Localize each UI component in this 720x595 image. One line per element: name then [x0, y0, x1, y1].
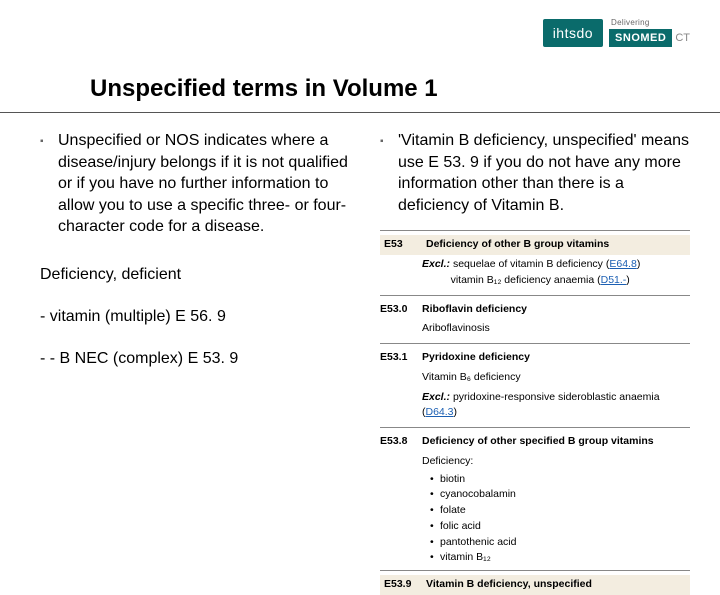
list-item: biotin	[430, 472, 690, 488]
code-e530: E53.0 Riboflavin deficiency	[380, 300, 690, 320]
left-bullet: ▪ Unspecified or NOS indicates where a d…	[40, 130, 360, 238]
snomed-logo: Delivering SNOMED CT	[609, 18, 690, 47]
code-label: E53.1	[380, 350, 422, 366]
delivering-label: Delivering	[611, 18, 650, 27]
title-underline	[0, 112, 720, 113]
bullet-icon: ▪	[40, 130, 58, 238]
content-columns: ▪ Unspecified or NOS indicates where a d…	[40, 130, 690, 595]
list-item: folate	[430, 503, 690, 519]
list-item: folic acid	[430, 519, 690, 535]
list-item: vitamin B₁₂	[430, 550, 690, 566]
ct-label: CT	[675, 32, 690, 44]
excl-link: D64.3	[426, 406, 454, 418]
code-e538: E53.8 Deficiency of other specified B gr…	[380, 432, 690, 452]
deficiency-label-row: Deficiency:	[380, 452, 690, 472]
code-label: E53.8	[380, 434, 422, 450]
right-column: ▪ 'Vitamin B deficiency, unspecified' me…	[380, 130, 690, 595]
page-title: Unspecified terms in Volume 1	[90, 75, 438, 103]
code-label: E53	[384, 237, 426, 253]
deficiency-heading: Deficiency, deficient	[40, 266, 360, 284]
ihtsdo-logo: ihtsdo	[543, 19, 603, 47]
def-label: Deficiency:	[422, 454, 690, 470]
code-e531-sub: Vitamin B₆ deficiency	[380, 368, 690, 388]
code-e530-sub: Ariboflavinosis	[380, 319, 690, 339]
list-item: cyanocobalamin	[430, 487, 690, 503]
code-e531: E53.1 Pyridoxine deficiency	[380, 348, 690, 368]
logo-bar: ihtsdo Delivering SNOMED CT	[543, 18, 690, 47]
right-bullet: ▪ 'Vitamin B deficiency, unspecified' me…	[380, 130, 690, 216]
excl-text: sequelae of vitamin B deficiency (	[453, 258, 609, 270]
deficiency-line-2: - - B NEC (complex) E 53. 9	[40, 350, 360, 368]
excl-text: vitamin B₁₂ deficiency anaemia (	[451, 274, 601, 286]
code-text: Deficiency of other B group vitamins	[426, 237, 686, 253]
deficiency-list: biotin cyanocobalamin folate folic acid …	[430, 472, 690, 567]
code-text: Vitamin B deficiency, unspecified	[426, 577, 686, 593]
excl-label: Excl.:	[422, 258, 450, 270]
code-text: Deficiency of other specified B group vi…	[422, 434, 690, 450]
code-text: Riboflavin deficiency	[422, 302, 690, 318]
list-item: pantothenic acid	[430, 535, 690, 551]
bullet-icon: ▪	[380, 130, 398, 216]
excl-label: Excl.:	[422, 391, 450, 403]
right-bullet-text: 'Vitamin B deficiency, unspecified' mean…	[398, 130, 690, 216]
deficiency-line-1: - vitamin (multiple) E 56. 9	[40, 308, 360, 326]
excl-row-2: Excl.: pyridoxine-responsive sideroblast…	[380, 388, 690, 424]
code-subtext: Ariboflavinosis	[422, 321, 690, 337]
code-listing: E53 Deficiency of other B group vitamins…	[380, 230, 690, 595]
excl-row-1: Excl.: sequelae of vitamin B deficiency …	[380, 255, 690, 291]
snomed-label: SNOMED	[609, 29, 672, 47]
excl-link: E64.8	[609, 258, 636, 270]
code-e53: E53 Deficiency of other B group vitamins	[380, 235, 690, 255]
left-bullet-text: Unspecified or NOS indicates where a dis…	[58, 130, 360, 238]
code-label: E53.0	[380, 302, 422, 318]
code-text: Pyridoxine deficiency	[422, 350, 690, 366]
excl-link: D51.-	[601, 274, 627, 286]
code-e539: E53.9 Vitamin B deficiency, unspecified	[380, 575, 690, 595]
left-column: ▪ Unspecified or NOS indicates where a d…	[40, 130, 360, 595]
code-subtext: Vitamin B₆ deficiency	[422, 370, 690, 386]
excl-text: pyridoxine-responsive sideroblastic anae…	[422, 391, 660, 419]
code-label: E53.9	[384, 577, 426, 593]
